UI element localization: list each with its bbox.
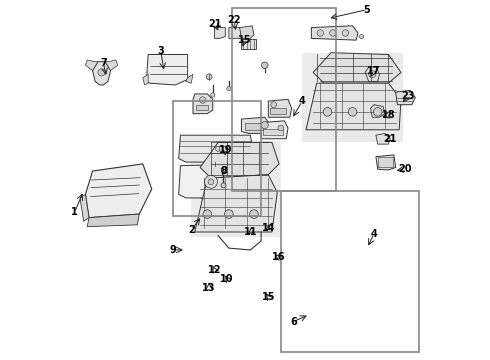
Polygon shape (80, 194, 89, 221)
Polygon shape (242, 117, 270, 134)
Polygon shape (365, 67, 379, 81)
Polygon shape (313, 53, 401, 83)
Text: 18: 18 (382, 111, 395, 121)
Circle shape (261, 122, 269, 129)
Text: 10: 10 (220, 274, 234, 284)
Text: 15: 15 (238, 35, 252, 45)
Text: 21: 21 (208, 19, 221, 29)
Text: 13: 13 (202, 283, 216, 293)
Circle shape (342, 30, 349, 36)
Polygon shape (376, 155, 395, 170)
Circle shape (278, 125, 284, 131)
Text: 19: 19 (219, 144, 232, 154)
Polygon shape (85, 60, 98, 71)
Circle shape (227, 86, 231, 91)
Text: 22: 22 (227, 15, 241, 26)
Polygon shape (215, 149, 229, 162)
Text: 7: 7 (100, 58, 107, 68)
Text: 20: 20 (398, 164, 411, 174)
Circle shape (224, 210, 233, 219)
Polygon shape (195, 175, 277, 232)
Circle shape (250, 210, 258, 219)
Polygon shape (306, 83, 401, 130)
Bar (263, 129, 283, 135)
Circle shape (348, 108, 357, 116)
Polygon shape (193, 94, 213, 114)
Text: 1: 1 (71, 207, 78, 217)
Circle shape (211, 93, 215, 97)
Circle shape (330, 30, 336, 36)
Polygon shape (179, 135, 254, 162)
Circle shape (373, 108, 382, 116)
Text: 11: 11 (244, 227, 257, 237)
Text: 14: 14 (262, 224, 275, 233)
Text: 8: 8 (220, 166, 227, 176)
Bar (245, 123, 263, 130)
Polygon shape (200, 142, 279, 178)
Circle shape (317, 30, 323, 36)
Polygon shape (147, 54, 188, 85)
Circle shape (208, 179, 214, 185)
Text: 4: 4 (299, 96, 306, 106)
Bar (302, 53, 403, 142)
Bar (196, 105, 208, 110)
Circle shape (199, 97, 206, 103)
Text: 4: 4 (371, 229, 377, 239)
Polygon shape (87, 214, 139, 226)
Circle shape (219, 146, 224, 151)
Text: 6: 6 (290, 317, 297, 327)
Circle shape (204, 175, 218, 188)
Bar (281, 191, 419, 352)
Circle shape (271, 102, 276, 108)
Polygon shape (229, 28, 243, 39)
Circle shape (323, 108, 332, 116)
Polygon shape (179, 164, 256, 198)
Text: 12: 12 (208, 265, 221, 275)
Circle shape (359, 35, 364, 39)
Text: 2: 2 (188, 225, 195, 235)
Bar (191, 140, 281, 237)
Polygon shape (376, 134, 390, 144)
Polygon shape (93, 62, 111, 85)
Circle shape (206, 74, 212, 80)
Polygon shape (269, 99, 292, 117)
Polygon shape (311, 26, 358, 40)
Polygon shape (261, 121, 288, 139)
Polygon shape (215, 28, 225, 39)
Text: 21: 21 (384, 134, 397, 144)
Bar (232, 8, 337, 191)
Bar (270, 108, 286, 114)
Text: 16: 16 (272, 252, 286, 262)
Bar (173, 101, 261, 216)
Circle shape (98, 69, 105, 76)
Circle shape (262, 62, 268, 68)
Text: 9: 9 (170, 245, 177, 255)
Polygon shape (395, 90, 416, 105)
Circle shape (223, 146, 228, 151)
Polygon shape (240, 26, 254, 39)
Text: 3: 3 (157, 46, 164, 56)
Bar (242, 39, 256, 49)
Polygon shape (186, 74, 193, 83)
Polygon shape (370, 105, 385, 117)
Circle shape (216, 146, 220, 151)
Circle shape (203, 210, 212, 219)
Circle shape (221, 183, 226, 188)
Polygon shape (143, 74, 148, 85)
Text: 5: 5 (364, 5, 370, 15)
Polygon shape (85, 164, 152, 218)
Bar (378, 157, 393, 167)
Text: 17: 17 (368, 66, 381, 76)
Text: 23: 23 (401, 91, 415, 101)
Circle shape (368, 71, 376, 78)
Polygon shape (105, 60, 118, 71)
Text: 15: 15 (262, 292, 275, 302)
